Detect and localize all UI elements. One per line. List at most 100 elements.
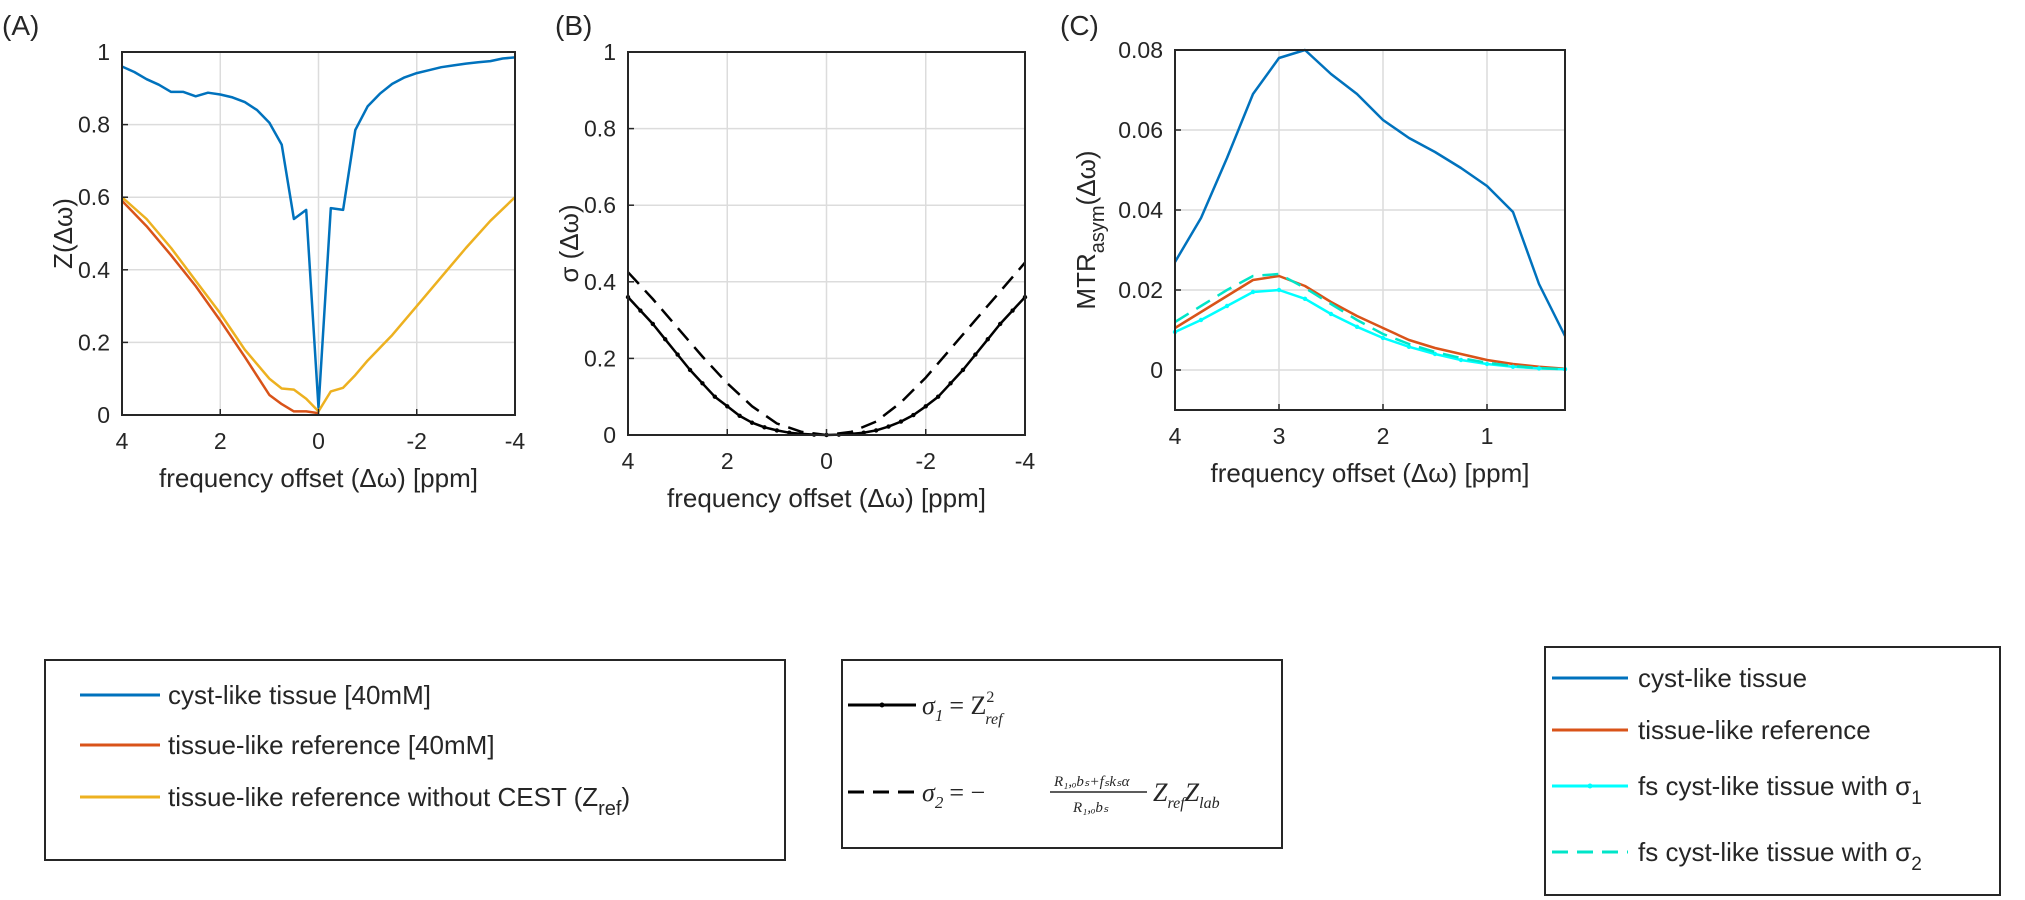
data-point-b-0 xyxy=(886,424,891,429)
x-tick-label-c: 2 xyxy=(1377,423,1390,449)
data-point-b-0 xyxy=(960,367,966,373)
y-axis-label-tail-c: (Δω) xyxy=(1071,150,1101,205)
data-point-c-2 xyxy=(1198,317,1204,323)
legend-c: cyst-like tissue tissue-like reference f… xyxy=(1544,646,2001,896)
legend-a-zref-label: tissue-like reference without CEST (Zref… xyxy=(168,782,630,820)
y-tick-label-a: 0.8 xyxy=(78,112,110,138)
data-point-b-0 xyxy=(774,428,780,433)
data-point-c-2 xyxy=(1354,324,1360,329)
x-tick-label-a: -4 xyxy=(505,428,526,454)
data-point-c-2 xyxy=(1510,364,1516,369)
legend-b-sigma2-label: σ2 = − xyxy=(922,778,985,812)
x-tick-label-b: 0 xyxy=(820,448,833,474)
y-tick-label-b: 0.2 xyxy=(584,345,616,371)
x-tick-label-c: 1 xyxy=(1481,423,1494,449)
x-axis-label-c: frequency offset (Δω) [ppm] xyxy=(1211,458,1530,488)
data-point-b-0 xyxy=(948,381,953,386)
series-line-c-0 xyxy=(1173,48,1567,337)
data-point-b-0 xyxy=(737,413,742,419)
data-point-c-2 xyxy=(1276,287,1282,293)
data-point-b-0 xyxy=(749,420,755,425)
y-tick-label-c: 0.08 xyxy=(1118,37,1163,63)
y-tick-label-b: 0.4 xyxy=(584,269,616,295)
legend-a-reference-label: tissue-like reference [40mM] xyxy=(168,730,495,760)
data-point-b-0 xyxy=(997,321,1003,327)
y-tick-label-b: 0.8 xyxy=(584,116,616,142)
legend-b-marker-sigma1 xyxy=(879,702,885,708)
plot-area-c xyxy=(1175,50,1565,410)
x-tick-label-b: -2 xyxy=(916,448,936,474)
data-point-b-0 xyxy=(873,428,879,433)
y-tick-label-c: 0 xyxy=(1150,357,1163,383)
data-point-c-2 xyxy=(1484,361,1490,367)
data-point-c-2 xyxy=(1224,303,1230,309)
legend-a: cyst-like tissue [40mM] tissue-like refe… xyxy=(44,659,786,861)
data-point-b-0 xyxy=(973,352,978,357)
data-point-b-0 xyxy=(725,404,730,409)
panel-label-b: (B) xyxy=(555,10,592,41)
data-point-b-0 xyxy=(663,337,668,342)
y-tick-label-b: 0 xyxy=(603,422,616,448)
data-point-c-2 xyxy=(1328,311,1334,317)
x-tick-label-b: -4 xyxy=(1015,448,1036,474)
x-tick-label-a: 0 xyxy=(312,428,325,454)
y-axis-label-main-c: MTR xyxy=(1071,253,1101,309)
data-point-b-0 xyxy=(712,394,718,399)
legend-b: σ1 = Z2 ref σ2 = − R₁,ₒbₛ+fₛkₛα R₁,ₒbₛ Zref… xyxy=(841,659,1283,849)
x-tick-label-c: 3 xyxy=(1273,423,1286,449)
data-point-c-2 xyxy=(1250,289,1256,295)
data-point-b-0 xyxy=(861,430,866,435)
y-tick-label-a: 1 xyxy=(97,39,110,65)
panel-b: 4 2 0 -2 -4 0 0.2 0.4 0.6 0.8 1 frequency offset (Δ… xyxy=(554,10,1035,513)
x-tick-label-a: 4 xyxy=(116,428,129,454)
legend-b-sigma2-tail: ZrefZlab xyxy=(1153,778,1220,812)
y-axis-label-a: Z(Δω) xyxy=(48,198,78,269)
panel-a: 4 2 0 -2 -4 0 0.2 0.4 0.6 0.8 1 frequency offset (Δ… xyxy=(2,10,525,493)
y-tick-label-c: 0.04 xyxy=(1118,197,1163,223)
x-tick-label-a: -2 xyxy=(407,428,427,454)
y-axis-label-c: MTRasym(Δω) xyxy=(1071,150,1109,309)
series-line-a-2 xyxy=(121,196,516,413)
y-tick-label-c: 0.06 xyxy=(1118,117,1163,143)
data-point-b-0 xyxy=(898,419,904,424)
legend-c-sigma2-label: fs cyst-like tissue with σ2 xyxy=(1638,837,1922,875)
legend-b-fraction-numerator: R₁,ₒbₛ+fₛkₛα xyxy=(1053,774,1131,790)
data-point-b-0 xyxy=(638,308,643,313)
data-point-c-2 xyxy=(1380,335,1386,341)
axes-box-c xyxy=(1174,49,1566,411)
legend-b-fraction-denominator: R₁,ₒbₛ xyxy=(1072,800,1109,816)
data-point-b-0 xyxy=(911,412,916,418)
data-point-c-2 xyxy=(1432,351,1438,357)
legend-c-sigma1-label: fs cyst-like tissue with σ1 xyxy=(1638,771,1922,809)
legend-a-cyst-label: cyst-like tissue [40mM] xyxy=(168,680,431,710)
y-tick-label-b: 0.6 xyxy=(584,192,616,218)
y-axis-label-sub-c: asym xyxy=(1087,205,1109,253)
y-axis-label-b: σ (Δω) xyxy=(554,204,584,282)
y-tick-label-b: 1 xyxy=(603,39,616,65)
panel-c: 4 3 2 1 0 0.02 0.04 0.06 0.08 frequency offset (Δ… xyxy=(1060,10,1568,488)
data-point-b-0 xyxy=(650,321,656,327)
legend-c-cyst-label: cyst-like tissue xyxy=(1638,663,1807,693)
data-point-c-2 xyxy=(1406,344,1412,349)
y-tick-label-a: 0.6 xyxy=(78,184,110,210)
data-point-b-0 xyxy=(687,367,693,373)
data-point-b-0 xyxy=(923,404,928,409)
x-axis-label-b: frequency offset (Δω) [ppm] xyxy=(667,483,986,513)
y-tick-label-a: 0.4 xyxy=(78,257,110,283)
y-tick-label-a: 0.2 xyxy=(78,329,110,355)
data-point-b-0 xyxy=(762,425,767,430)
data-point-c-2 xyxy=(1536,366,1542,371)
series-line-a-0 xyxy=(121,56,516,409)
y-tick-label-c: 0.02 xyxy=(1118,277,1163,303)
data-point-b-0 xyxy=(935,394,941,399)
y-tick-label-a: 0 xyxy=(97,402,110,428)
legend-b-sigma1-label: σ1 = Z2 ref xyxy=(922,689,1005,728)
series-line-a-1 xyxy=(121,199,319,415)
data-point-b-0 xyxy=(787,430,792,435)
legend-c-reference-label: tissue-like reference xyxy=(1638,715,1871,745)
x-axis-label-a: frequency offset (Δω) [ppm] xyxy=(159,463,478,493)
data-point-c-2 xyxy=(1302,296,1308,301)
data-point-b-0 xyxy=(675,352,680,357)
data-point-b-0 xyxy=(985,337,990,342)
